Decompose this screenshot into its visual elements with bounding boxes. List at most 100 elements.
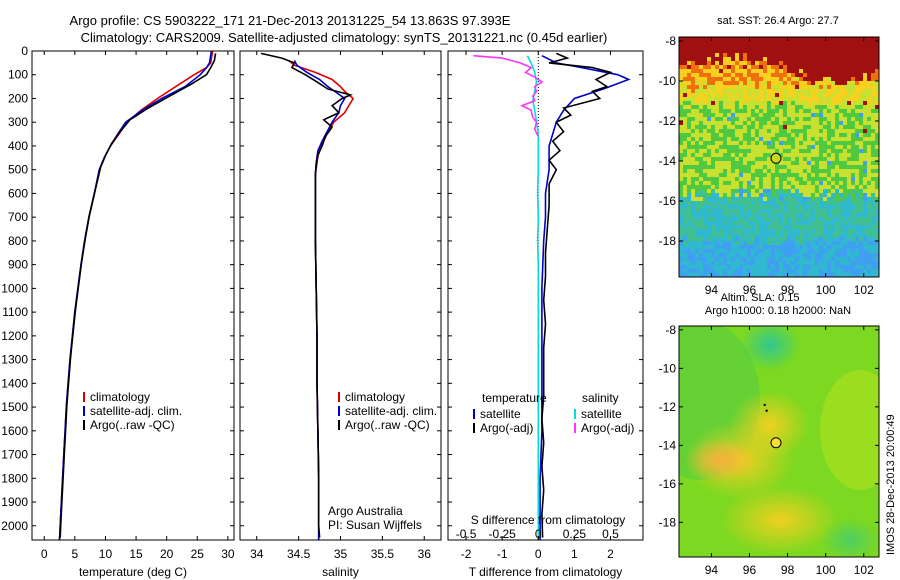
sst-cell: [843, 109, 848, 114]
sst-cell: [807, 189, 812, 194]
sst-cell: [759, 209, 764, 214]
sst-cell: [835, 209, 840, 214]
salinity-diff-tick-label: 0.5: [602, 527, 619, 541]
sst-cell: [731, 249, 736, 254]
sst-cell: [839, 129, 844, 134]
sst-cell: [819, 49, 824, 54]
sst-cell: [783, 269, 788, 274]
sst-cell: [815, 257, 820, 262]
sst-cell: [827, 105, 832, 110]
sst-cell: [719, 165, 724, 170]
sst-cell: [791, 265, 796, 270]
sst-cell: [747, 249, 752, 254]
sst-cell: [687, 45, 692, 50]
sst-cell: [843, 61, 848, 66]
sst-cell: [791, 217, 796, 222]
sst-cell: [775, 137, 780, 142]
sst-cell: [775, 57, 780, 62]
sst-cell: [799, 49, 804, 54]
sst-cell: [763, 85, 768, 90]
sst-cell: [707, 269, 712, 274]
sst-cell: [827, 177, 832, 182]
sst-cell: [791, 273, 796, 277]
sst-cell: [803, 41, 808, 46]
sst-cell: [831, 225, 836, 230]
sst-cell: [783, 45, 788, 50]
sst-cell: [683, 169, 688, 174]
salinity-annotation: PI: Susan Wijffels: [328, 518, 422, 532]
sst-cell: [835, 269, 840, 274]
depth-tick-label: 600: [8, 186, 28, 200]
sst-cell: [707, 205, 712, 210]
sst-cell: [727, 161, 732, 166]
sst-cell: [711, 245, 716, 250]
sst-cell: [759, 257, 764, 262]
sst-cell: [859, 157, 864, 162]
sst-cell: [731, 105, 736, 110]
sst-cell: [715, 145, 720, 150]
sst-cell: [815, 245, 820, 250]
sst-cell: [775, 217, 780, 222]
sst-cell: [875, 97, 879, 102]
sst-cell: [767, 41, 772, 46]
sst-cell: [759, 109, 764, 114]
sst-cell: [815, 201, 820, 206]
sst-cell: [795, 265, 800, 270]
sst-cell: [843, 241, 848, 246]
diff-legend-salinity-title: salinity: [582, 391, 619, 405]
sst-cell: [739, 149, 744, 154]
sst-cell: [723, 41, 728, 46]
sst-cell: [735, 109, 740, 114]
sst-cell: [767, 137, 772, 142]
sst-cell: [815, 173, 820, 178]
sst-cell: [787, 165, 792, 170]
sst-cell: [695, 257, 700, 262]
sst-cell: [691, 193, 696, 198]
sst-cell: [847, 85, 852, 90]
sst-cell: [723, 125, 728, 130]
sst-cell: [847, 141, 852, 146]
sst-cell: [863, 45, 868, 50]
sst-cell: [699, 189, 704, 194]
sst-cell: [719, 221, 724, 226]
sst-cell: [751, 37, 756, 42]
sst-cell: [679, 49, 684, 54]
sst-cell: [715, 249, 720, 254]
sst-cell: [739, 157, 744, 162]
sst-cell: [799, 117, 804, 122]
sst-cell: [875, 133, 879, 138]
sst-cell: [755, 229, 760, 234]
sst-cell: [751, 237, 756, 242]
sst-cell: [791, 233, 796, 238]
sst-cell: [763, 197, 768, 202]
sst-cell: [707, 85, 712, 90]
sst-cell: [875, 73, 879, 78]
sst-cell: [815, 209, 820, 214]
sst-cell: [875, 209, 879, 214]
sst-cell: [743, 245, 748, 250]
sst-cell: [707, 245, 712, 250]
sst-cell: [699, 81, 704, 86]
sst-cell: [799, 241, 804, 246]
sst-cell: [747, 133, 752, 138]
sst-cell: [687, 161, 692, 166]
sst-cell: [691, 185, 696, 190]
sst-cell: [843, 233, 848, 238]
sst-cell: [875, 65, 879, 70]
sst-cell: [803, 221, 808, 226]
sst-cell: [855, 81, 860, 86]
sst-cell: [839, 69, 844, 74]
sst-cell: [811, 161, 816, 166]
sst-cell: [807, 253, 812, 258]
sst-cell: [739, 81, 744, 86]
diff-legend-label: Argo(-adj): [480, 421, 533, 435]
sst-cell: [703, 141, 708, 146]
sst-cell: [787, 97, 792, 102]
sst-cell: [791, 113, 796, 118]
sst-cell: [683, 273, 688, 277]
sst-cell: [795, 85, 800, 90]
sst-cell: [691, 117, 696, 122]
sst-cell: [715, 265, 720, 270]
sst-cell: [875, 109, 879, 114]
